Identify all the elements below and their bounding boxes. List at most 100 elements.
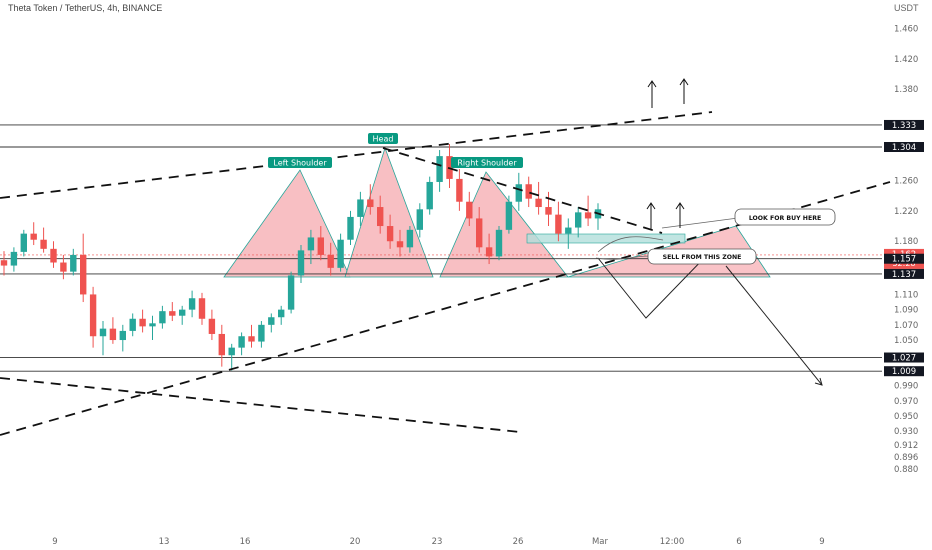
price-badge-label: 1.304 — [892, 143, 916, 153]
candle — [228, 343, 235, 371]
x-tick-label: 23 — [432, 537, 443, 547]
y-tick-label: 1.260 — [894, 176, 918, 186]
candle — [109, 317, 117, 344]
candle — [357, 191, 364, 227]
candle-body — [396, 241, 404, 248]
candle — [485, 233, 493, 265]
head-falling-line — [382, 147, 663, 234]
price-badge-label: 1.027 — [892, 354, 916, 364]
y-tick-label: 1.070 — [894, 321, 918, 331]
buy-callout: LOOK FOR BUY HERE — [734, 208, 836, 226]
candle-body — [70, 254, 77, 272]
sell-callout-box — [647, 248, 757, 265]
candle — [505, 195, 513, 234]
y-tick-label: 0.912 — [894, 441, 918, 451]
candle-body — [505, 201, 513, 230]
candle-body — [109, 328, 117, 341]
candle — [258, 321, 265, 348]
x-tick-label: 12:00 — [660, 537, 685, 547]
candle — [327, 242, 334, 276]
candle — [99, 321, 107, 356]
candle-body — [119, 330, 126, 341]
y-tick-label: 1.050 — [894, 336, 918, 346]
candle-body — [406, 229, 414, 248]
y-tick-label: 0.990 — [894, 382, 918, 392]
price-badge-label: 1.137 — [892, 270, 916, 280]
buy-zone-box — [526, 233, 686, 244]
candle — [575, 207, 582, 238]
candle-body — [80, 254, 87, 295]
candle-body — [337, 239, 344, 268]
candle-body — [297, 250, 305, 276]
projected-path — [597, 253, 709, 319]
up-arrow-icon — [675, 202, 685, 228]
candle — [278, 305, 285, 325]
buy-callout-box — [734, 208, 836, 226]
candle-body — [575, 212, 582, 228]
candle — [198, 292, 206, 325]
price-badge-label: 1.157 — [892, 255, 916, 265]
x-tick-label: 13 — [159, 537, 170, 547]
candle-body — [426, 181, 433, 210]
candle — [396, 229, 404, 257]
candle-body — [99, 328, 107, 337]
candle-body — [228, 347, 235, 356]
price-axis[interactable]: 1.460 1.420 1.380 1.260 1.220 1.180 1.110 1.090… — [894, 24, 918, 475]
x-tick-label: 6 — [736, 537, 741, 547]
y-tick-label: 1.110 — [894, 290, 918, 300]
candle-body — [10, 251, 18, 266]
head-label: Head — [373, 135, 394, 144]
left-shoulder-label: Left Shoulder — [273, 159, 327, 168]
sell-callout: SELL FROM THIS ZONE — [647, 248, 757, 265]
candle-body — [89, 294, 97, 337]
candle-body — [159, 311, 166, 324]
candle — [238, 332, 245, 356]
x-tick-label: 9 — [819, 537, 824, 547]
candle — [0, 251, 8, 276]
candle — [416, 203, 423, 238]
lower-falling-line — [0, 377, 521, 433]
candle-body — [347, 216, 354, 240]
up-arrow-icon — [647, 80, 657, 108]
candle — [555, 201, 562, 242]
sell-callout-text: SELL FROM THIS ZONE — [663, 254, 742, 261]
candle-body — [50, 248, 57, 263]
candle — [347, 210, 354, 246]
y-tick-label: 1.380 — [894, 85, 918, 95]
candle — [139, 309, 146, 333]
candle-body — [525, 184, 532, 199]
sell-callout-curve — [595, 255, 651, 260]
candle-body — [357, 199, 364, 217]
candle — [317, 226, 324, 261]
time-axis[interactable]: 9 13 16 20 23 26 Mar 12:00 6 9 — [52, 537, 824, 547]
y-tick-label: 1.220 — [894, 207, 918, 217]
candle-body — [535, 198, 542, 208]
y-tick-label: 1.420 — [894, 55, 918, 65]
candle — [466, 191, 473, 227]
price-badge — [884, 268, 924, 279]
candle-body — [386, 226, 394, 242]
candle — [436, 150, 443, 192]
candle-body — [436, 156, 443, 182]
x-tick-label: 26 — [513, 537, 524, 547]
up-arrow-icons — [646, 78, 689, 230]
candle-body — [188, 298, 196, 310]
head-label-bg — [368, 133, 398, 144]
buy-callout-line — [661, 217, 739, 229]
candle — [565, 218, 572, 249]
chart-symbol-header: Theta Token / TetherUS, 4h, BINANCE — [8, 3, 163, 13]
candle-body — [307, 237, 315, 251]
candle-body — [327, 254, 334, 268]
candle — [515, 172, 522, 211]
candle-body — [40, 239, 47, 249]
y-tick-label: 0.950 — [894, 412, 918, 422]
candle-body — [218, 333, 225, 356]
right-shoulder-label: Right Shoulder — [457, 159, 517, 168]
candle-body — [287, 275, 295, 310]
price-badge-label: 1.009 — [892, 367, 916, 377]
pattern-label-group: Left Shoulder Head Right Shoulder — [268, 133, 523, 168]
y-tick-label: 0.970 — [894, 397, 918, 407]
y-tick-label: 0.930 — [894, 427, 918, 437]
candle-body — [198, 298, 206, 319]
